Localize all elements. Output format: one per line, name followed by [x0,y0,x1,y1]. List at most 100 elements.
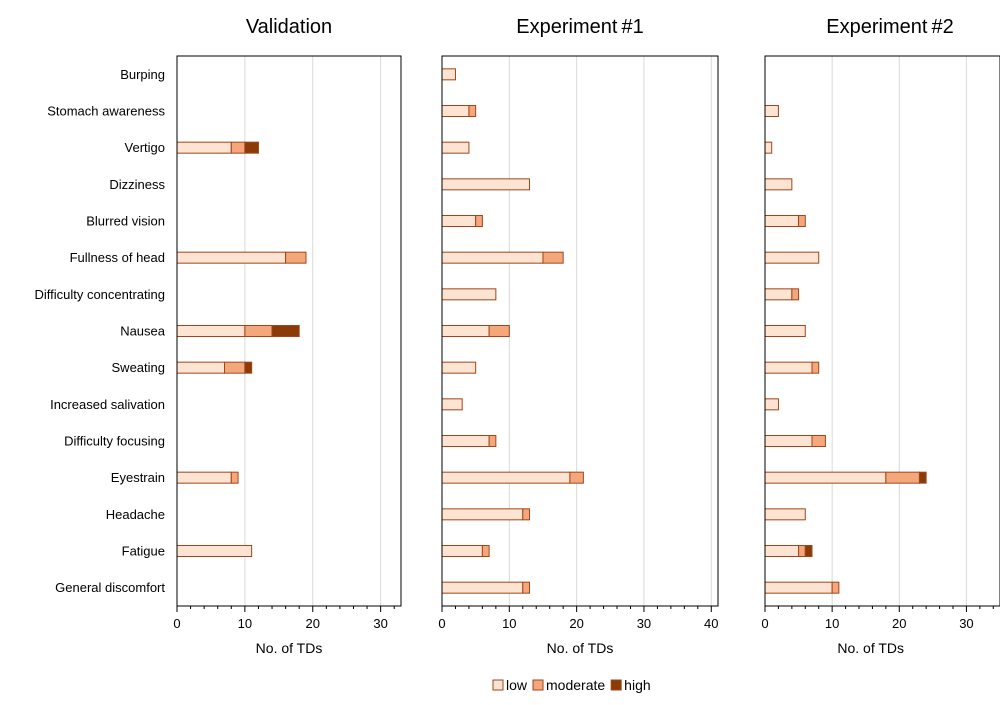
category-label: Eyestrain [111,470,165,485]
bar-low [441,251,544,264]
x-axis-label: No. of TDs [547,640,614,656]
x-axis-label: No. of TDs [837,640,904,656]
bar-low [441,398,463,411]
legend-label: low [506,677,528,693]
tick-label: 10 [238,616,252,631]
bar-moderate [542,251,564,264]
bar-moderate [798,545,806,557]
category-label: Difficulty focusing [64,434,165,449]
bar-low [764,361,813,374]
bar-moderate [831,581,840,594]
bar-moderate [885,471,920,484]
category-label: General discomfort [55,580,165,595]
panel-title: Validation [246,16,332,38]
bar-low [441,325,490,337]
bar-low [441,471,571,484]
legend-swatch-low [492,679,504,691]
category-label: Blurred vision [86,214,165,229]
bar-high [918,471,927,484]
bar-high [244,141,259,154]
bar-moderate [522,581,531,594]
bar-low [441,215,477,227]
bar-high [271,325,300,337]
bar-moderate [569,471,584,484]
bar-low [764,508,806,521]
plot-frame [176,55,402,607]
bar-low [764,398,779,411]
category-label: Vertigo [125,140,165,155]
bar-moderate [224,361,246,374]
bar-moderate [488,435,497,447]
bar-moderate [488,325,510,337]
plot-frame [764,55,1000,607]
bar-high [244,361,253,374]
tick-label: 30 [637,616,651,631]
tick-label: 0 [173,616,180,631]
bar-low [764,581,833,594]
bar-low [764,178,793,191]
bar-moderate [798,215,806,227]
bar-low [764,545,800,557]
bar-moderate [811,361,820,374]
category-label: Nausea [120,324,166,339]
bar-low [764,105,779,117]
bar-low [441,508,524,521]
bar-low [441,435,490,447]
tick-label: 20 [569,616,583,631]
tick-label: 10 [502,616,516,631]
category-label: Fatigue [122,544,165,559]
bar-low [764,435,813,447]
bar-moderate [285,251,307,264]
bar-low [441,361,477,374]
category-label: Sweating [112,360,165,375]
bar-low [441,68,456,81]
tick-label: 0 [438,616,445,631]
x-axis-label: No. of TDs [256,640,323,656]
category-label: Fullness of head [70,250,165,265]
bar-low [764,251,820,264]
tick-label: 30 [959,616,973,631]
bar-low [441,581,524,594]
bar-low [441,105,470,117]
plot-frame [441,55,719,607]
bar-low [764,215,800,227]
bar-low [441,545,483,557]
category-label: Stomach awareness [47,104,165,119]
bar-moderate [791,288,800,301]
bar-low [176,545,253,557]
panel-title: Experiment #2 [826,16,953,38]
bar-low [441,288,497,301]
tick-label: 10 [825,616,839,631]
bar-moderate [481,545,490,557]
tick-label: 30 [373,616,387,631]
category-label: Dizziness [109,177,165,192]
category-label: Difficulty concentrating [34,287,165,302]
bar-low [441,141,470,154]
bar-low [764,325,806,337]
bar-low [176,325,246,337]
bar-moderate [811,435,826,447]
legend-swatch-moderate [532,679,544,691]
category-label: Headache [106,507,165,522]
bar-moderate [230,471,239,484]
bar-low [764,288,793,301]
bar-moderate [522,508,531,521]
legend-label: high [624,677,650,693]
bar-moderate [468,105,477,117]
bar-low [176,141,232,154]
tick-label: 20 [306,616,320,631]
bar-low [176,251,287,264]
category-label: Increased salivation [50,397,165,412]
bar-high [804,545,813,557]
bar-moderate [475,215,483,227]
bar-low [176,471,232,484]
bar-low [764,471,887,484]
bar-low [441,178,531,191]
legend-swatch-high [610,679,622,691]
category-label: Burping [120,67,165,82]
legend-label: moderate [546,677,605,693]
bar-moderate [244,325,273,337]
tick-label: 40 [704,616,718,631]
